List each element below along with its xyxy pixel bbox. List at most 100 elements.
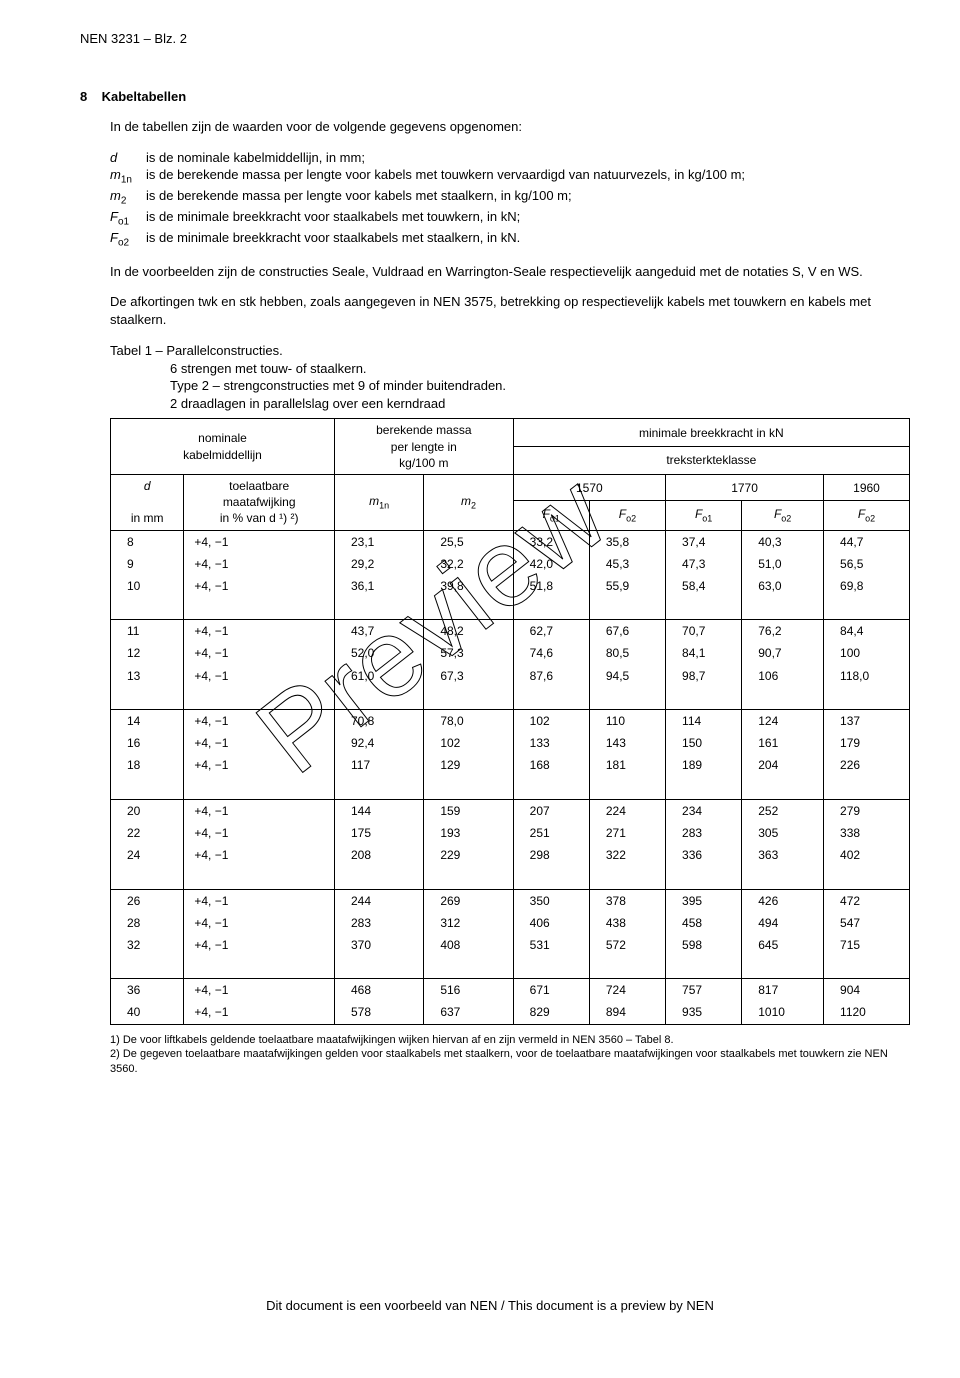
table-cell: 84,1 xyxy=(666,642,742,664)
table-cell: 117 xyxy=(334,754,423,776)
table-cell: 402 xyxy=(824,844,910,866)
section-title: Kabeltabellen xyxy=(102,89,187,104)
table-cell: +4, −1 xyxy=(184,665,335,687)
def-text: is de berekende massa per lengte voor ka… xyxy=(146,166,900,187)
table-cell: 13 xyxy=(111,665,184,687)
table-cell: 57,3 xyxy=(424,642,513,664)
hdr: o2 xyxy=(865,514,875,524)
hdr: kg/100 m xyxy=(399,456,448,470)
hdr: o2 xyxy=(626,514,636,524)
table-cell: 168 xyxy=(513,754,589,776)
table-row: 12+4, −152,057,374,680,584,190,7100 xyxy=(111,642,910,664)
table-cell: 98,7 xyxy=(666,665,742,687)
hdr: o1 xyxy=(550,514,560,524)
hdr: o1 xyxy=(702,514,712,524)
def-sub: o2 xyxy=(118,238,129,249)
table-cell: +4, −1 xyxy=(184,889,335,912)
table-cell: 269 xyxy=(424,889,513,912)
table-cell: 531 xyxy=(513,934,589,956)
def-text: is de berekende massa per lengte voor ka… xyxy=(146,187,900,208)
table-cell: 36,1 xyxy=(334,575,423,597)
table-cell: 150 xyxy=(666,732,742,754)
table-cell: 14 xyxy=(111,710,184,733)
table-row: 20+4, −1144159207224234252279 xyxy=(111,799,910,822)
def-sym: F xyxy=(110,230,118,245)
table-cell: 9 xyxy=(111,553,184,575)
table-row: 36+4, −1468516671724757817904 xyxy=(111,979,910,1002)
table-cell: +4, −1 xyxy=(184,979,335,1002)
table-cell: 935 xyxy=(666,1001,742,1024)
hdr: minimale breekkracht in kN xyxy=(513,419,909,447)
table-cell: 74,6 xyxy=(513,642,589,664)
table-cell: 48,2 xyxy=(424,620,513,643)
hdr: maatafwijking xyxy=(223,495,296,509)
table-cell: 181 xyxy=(589,754,665,776)
table-cell: 29,2 xyxy=(334,553,423,575)
hdr: F xyxy=(619,507,626,521)
table-cell: 406 xyxy=(513,912,589,934)
table-cell: +4, −1 xyxy=(184,575,335,597)
table-cell: 92,4 xyxy=(334,732,423,754)
table-cell: 22 xyxy=(111,822,184,844)
table-cell: 279 xyxy=(824,799,910,822)
hdr: kabelmiddellijn xyxy=(183,448,262,462)
def-sym: F xyxy=(110,209,118,224)
table-cell: 67,3 xyxy=(424,665,513,687)
table-row: 16+4, −192,4102133143150161179 xyxy=(111,732,910,754)
table-cell: 42,0 xyxy=(513,553,589,575)
table-cell: 251 xyxy=(513,822,589,844)
section-number: 8 xyxy=(80,88,98,106)
table-cell: +4, −1 xyxy=(184,934,335,956)
hdr: treksterkteklasse xyxy=(513,447,909,475)
table-cell: 438 xyxy=(589,912,665,934)
table-cell: +4, −1 xyxy=(184,620,335,643)
table-cell: 11 xyxy=(111,620,184,643)
table-cell: 408 xyxy=(424,934,513,956)
table-cell: 10 xyxy=(111,575,184,597)
table-cell: +4, −1 xyxy=(184,732,335,754)
table-cell: 70,8 xyxy=(334,710,423,733)
table-cell: 36 xyxy=(111,979,184,1002)
table-cell: +4, −1 xyxy=(184,799,335,822)
table-cell: 229 xyxy=(424,844,513,866)
table-cell: 23,1 xyxy=(334,530,423,553)
table-cell: 80,5 xyxy=(589,642,665,664)
table-cell: 645 xyxy=(742,934,824,956)
table-cell: 226 xyxy=(824,754,910,776)
table-cell: 283 xyxy=(666,822,742,844)
table-cell: 106 xyxy=(742,665,824,687)
table-cell: 244 xyxy=(334,889,423,912)
table-cell: 32 xyxy=(111,934,184,956)
def-sym: m xyxy=(110,167,121,182)
table-cell: 58,4 xyxy=(666,575,742,597)
table-cell: 189 xyxy=(666,754,742,776)
table-cell: 102 xyxy=(424,732,513,754)
table-cell: +4, −1 xyxy=(184,754,335,776)
footer-text: Dit document is een voorbeeld van NEN / … xyxy=(80,1297,900,1315)
table-cell: 322 xyxy=(589,844,665,866)
def-text: is de minimale breekkracht voor staalkab… xyxy=(146,229,900,250)
table-cell: 8 xyxy=(111,530,184,553)
table-cell: 84,4 xyxy=(824,620,910,643)
table-cell: 124 xyxy=(742,710,824,733)
para-2: De afkortingen twk en stk hebben, zoals … xyxy=(110,293,900,328)
hdr: 1n xyxy=(379,500,389,510)
table-cell: 47,3 xyxy=(666,553,742,575)
table-cell: 207 xyxy=(513,799,589,822)
def-sub: 2 xyxy=(121,196,127,207)
table-cell: 102 xyxy=(513,710,589,733)
table-row: 24+4, −1208229298322336363402 xyxy=(111,844,910,866)
table-cell: 252 xyxy=(742,799,824,822)
table-cell: 234 xyxy=(666,799,742,822)
intro-text: In de tabellen zijn de waarden voor de v… xyxy=(110,118,900,136)
table-sub-1: 6 strengen met touw- of staalkern. xyxy=(170,360,900,378)
table-cell: 578 xyxy=(334,1001,423,1024)
table-cell: +4, −1 xyxy=(184,530,335,553)
table-cell: 37,4 xyxy=(666,530,742,553)
table-cell: 51,8 xyxy=(513,575,589,597)
table-cell: 208 xyxy=(334,844,423,866)
table-cell: 69,8 xyxy=(824,575,910,597)
table-row: 11+4, −143,748,262,767,670,776,284,4 xyxy=(111,620,910,643)
table-cell: 16 xyxy=(111,732,184,754)
table-cell: 129 xyxy=(424,754,513,776)
